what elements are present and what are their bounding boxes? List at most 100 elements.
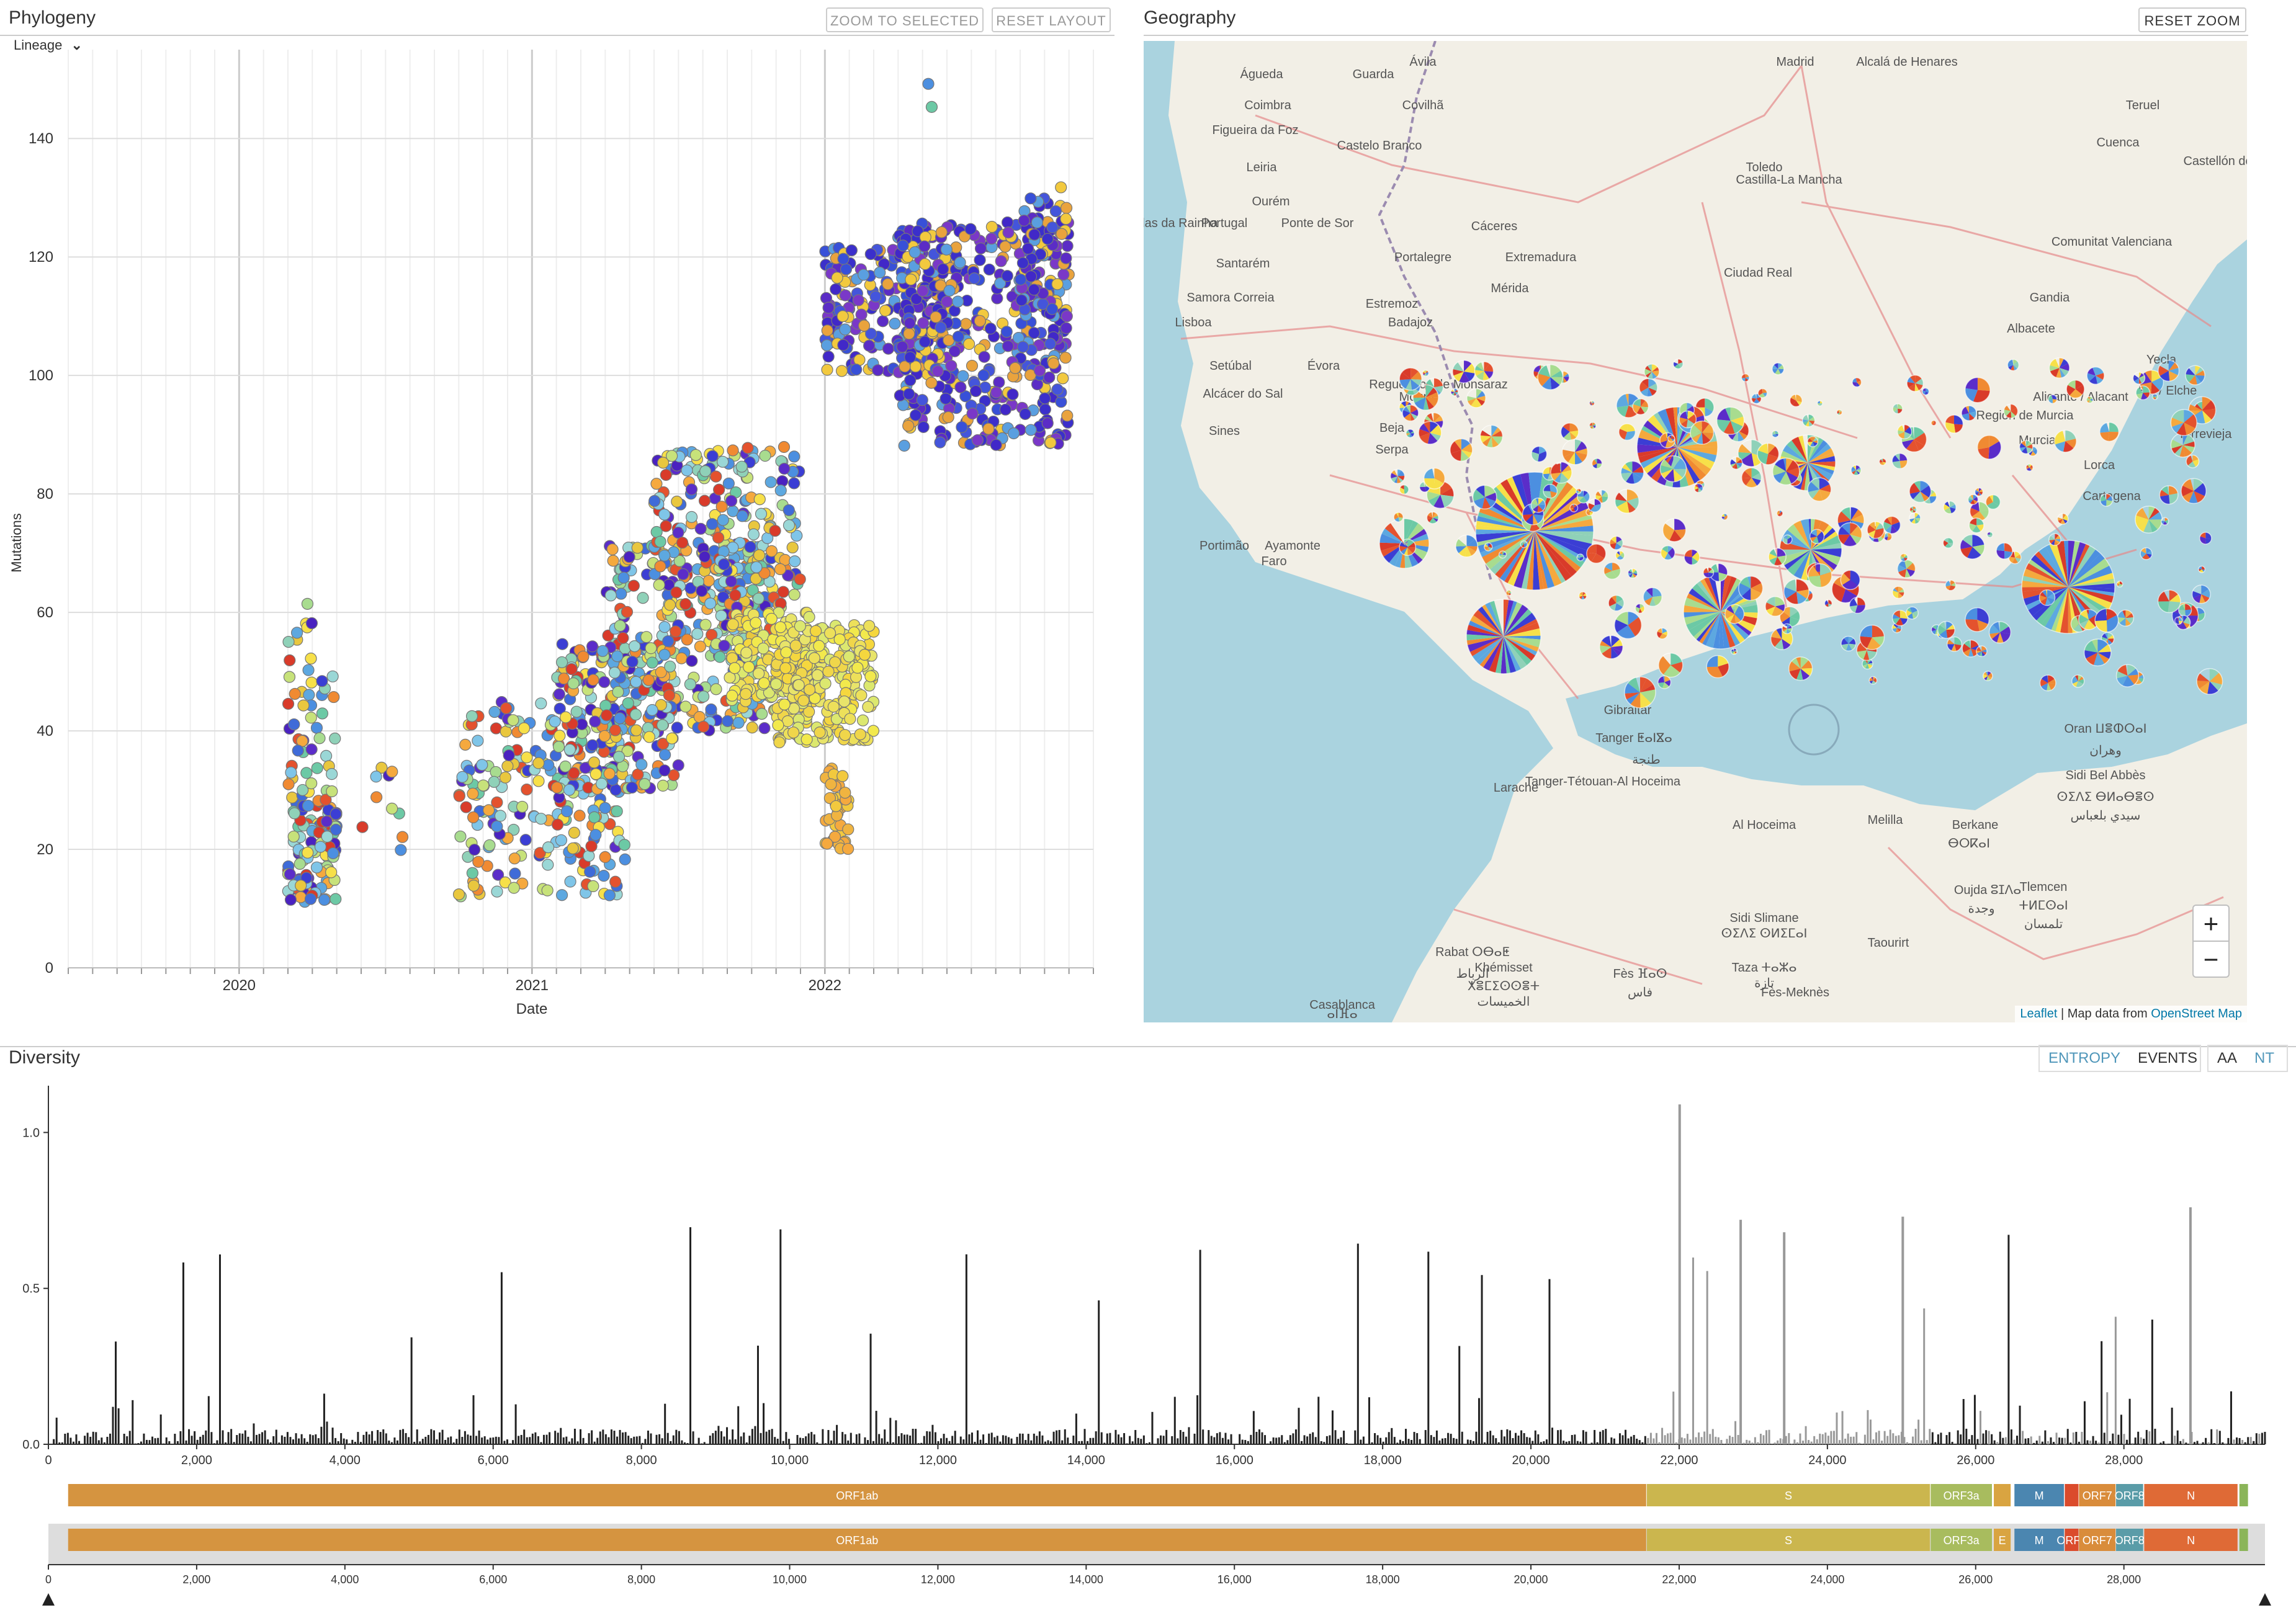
entropy-bar[interactable]	[53, 1439, 55, 1444]
location-pie[interactable]	[2151, 393, 2158, 400]
location-pie[interactable]	[1849, 596, 1866, 614]
tip-point[interactable]	[710, 470, 722, 483]
entropy-bar[interactable]	[78, 1441, 81, 1444]
location-pie[interactable]	[2135, 506, 2163, 534]
tip-point[interactable]	[612, 686, 624, 698]
tip-point[interactable]	[704, 597, 717, 610]
entropy-bar[interactable]	[368, 1434, 370, 1444]
tip-point[interactable]	[556, 638, 568, 650]
location-pie[interactable]	[1658, 652, 1684, 678]
tip-point[interactable]	[541, 884, 554, 896]
tip-point[interactable]	[942, 411, 954, 424]
location-pie[interactable]	[2099, 422, 2120, 442]
tip-point[interactable]	[609, 875, 622, 888]
location-pie[interactable]	[2007, 359, 2020, 372]
tip-point[interactable]	[1021, 243, 1034, 255]
location-pie[interactable]	[1576, 553, 1584, 561]
location-pie[interactable]	[2083, 638, 2112, 667]
location-pie[interactable]	[1587, 498, 1602, 512]
location-pie[interactable]	[1586, 543, 1607, 564]
tip-point[interactable]	[774, 484, 787, 497]
location-pie[interactable]	[1729, 456, 1743, 470]
tip-point[interactable]	[982, 422, 995, 435]
tip-point[interactable]	[702, 574, 715, 587]
tip-point[interactable]	[303, 689, 315, 701]
tip-point[interactable]	[934, 436, 946, 449]
location-pie[interactable]	[1836, 409, 1843, 416]
tip-point[interactable]	[657, 457, 670, 469]
location-pie[interactable]	[1402, 404, 1419, 422]
location-pie[interactable]	[2161, 517, 2169, 525]
tip-point[interactable]	[968, 272, 980, 285]
tip-point[interactable]	[558, 673, 570, 685]
location-pie[interactable]	[1801, 414, 1816, 427]
tip-point[interactable]	[995, 255, 1007, 267]
location-pie[interactable]	[1703, 566, 1715, 578]
tip-point[interactable]	[630, 676, 642, 688]
tip-point[interactable]	[773, 736, 786, 749]
tip-point[interactable]	[549, 715, 561, 728]
tip-point[interactable]	[663, 599, 676, 611]
tip-point[interactable]	[858, 269, 870, 281]
location-pie[interactable]	[1716, 406, 1745, 435]
tip-point[interactable]	[902, 419, 915, 432]
location-pie[interactable]	[1419, 481, 1430, 493]
tip-point[interactable]	[668, 769, 680, 782]
location-pie[interactable]	[1389, 468, 1406, 484]
tip-point[interactable]	[551, 818, 564, 831]
tip-point[interactable]	[836, 310, 849, 323]
location-pie[interactable]	[1974, 487, 1984, 497]
tip-point[interactable]	[694, 522, 707, 535]
tip-point[interactable]	[621, 606, 634, 618]
tip-point[interactable]	[879, 305, 892, 317]
location-pie[interactable]	[1624, 676, 1656, 708]
tip-point[interactable]	[725, 494, 738, 507]
tip-point[interactable]	[736, 510, 748, 522]
tip-point[interactable]	[650, 478, 663, 490]
tip-point[interactable]	[954, 381, 967, 393]
tip-point[interactable]	[904, 317, 916, 329]
tip-point[interactable]	[993, 376, 1005, 388]
tip-point[interactable]	[844, 713, 856, 725]
tip-point[interactable]	[1061, 409, 1074, 422]
tip-point[interactable]	[1019, 408, 1031, 420]
tip-point[interactable]	[800, 733, 813, 746]
location-pie[interactable]	[1690, 420, 1715, 445]
location-pie[interactable]	[1896, 424, 1913, 440]
tip-point[interactable]	[288, 807, 301, 820]
tip-point[interactable]	[918, 240, 931, 253]
location-pie[interactable]	[1520, 540, 1528, 548]
tip-point[interactable]	[851, 661, 864, 674]
tip-point[interactable]	[659, 749, 671, 761]
tip-point[interactable]	[1028, 228, 1041, 241]
location-pie[interactable]	[1679, 410, 1697, 429]
tip-point[interactable]	[310, 861, 323, 874]
tip-point[interactable]	[990, 439, 1002, 451]
location-pie[interactable]	[1667, 434, 1675, 443]
tip-point[interactable]	[750, 561, 763, 573]
location-pie[interactable]	[1899, 553, 1908, 562]
tip-point[interactable]	[823, 627, 836, 640]
tip-point[interactable]	[679, 598, 692, 610]
entropy-bar[interactable]	[196, 1439, 199, 1444]
tip-point[interactable]	[830, 283, 842, 295]
entropy-bar[interactable]	[84, 1436, 86, 1444]
tip-point[interactable]	[1044, 436, 1057, 449]
tip-point[interactable]	[301, 597, 314, 610]
tip-point[interactable]	[627, 579, 640, 592]
tip-point[interactable]	[819, 677, 832, 690]
tip-point[interactable]	[721, 715, 734, 727]
tip-point[interactable]	[969, 385, 982, 398]
tip-point[interactable]	[758, 567, 771, 579]
location-pie[interactable]	[2116, 581, 2123, 588]
tip-point[interactable]	[858, 648, 871, 661]
tip-point[interactable]	[1061, 310, 1073, 323]
location-pie[interactable]	[1693, 483, 1703, 493]
tip-point[interactable]	[794, 573, 806, 586]
tip-point[interactable]	[1043, 371, 1056, 383]
tip-point[interactable]	[356, 821, 369, 833]
location-pie[interactable]	[2135, 385, 2151, 401]
entropy-bar[interactable]	[244, 1430, 246, 1444]
entropy-bar[interactable]	[61, 1442, 63, 1444]
tip-point[interactable]	[821, 364, 833, 376]
